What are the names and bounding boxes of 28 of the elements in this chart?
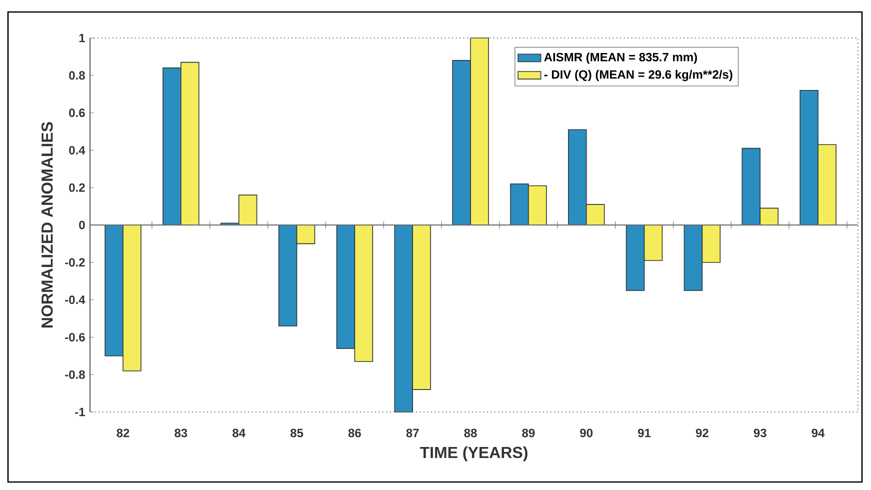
legend-label: - DIV (Q) (MEAN = 29.6 kg/m**2/s)	[544, 70, 732, 82]
x-tick-label: 94	[812, 428, 825, 438]
x-axis-title: TIME (YEARS)	[420, 446, 528, 462]
x-tick-label: 84	[232, 428, 246, 438]
legend-label: AISMR (MEAN = 835.7 mm)	[544, 52, 697, 64]
x-tick-label: 90	[580, 428, 593, 438]
x-tick-label: 93	[754, 428, 766, 438]
y-tick-label: -0.4	[65, 296, 86, 304]
y-tick-label: 0.8	[69, 71, 85, 80]
y-tick-label: 0	[79, 220, 85, 230]
x-tick-label: 82	[116, 428, 130, 438]
x-tick-label: 83	[174, 428, 188, 438]
x-tick-label: 85	[290, 428, 304, 438]
y-tick-label: -0.6	[65, 332, 85, 342]
x-tick-label: 86	[348, 428, 361, 438]
x-tick-label: 89	[522, 428, 535, 438]
y-tick-label: -0.2	[65, 258, 85, 267]
y-tick-label: 0.6	[69, 108, 85, 118]
y-tick-label: -0.8	[65, 370, 85, 379]
y-tick-label: 1	[79, 34, 85, 42]
y-axis-title: NORMALIZED ANOMALIES	[41, 122, 53, 328]
y-tick-label: 0.2	[69, 183, 85, 192]
y-tick-label: -1	[75, 408, 85, 416]
x-tick-label: 92	[696, 428, 708, 438]
x-tick-label: 87	[406, 428, 419, 438]
x-tick-label: 88	[464, 428, 477, 438]
y-tick-label: 0.4	[69, 146, 86, 154]
x-tick-label: 91	[638, 428, 651, 438]
